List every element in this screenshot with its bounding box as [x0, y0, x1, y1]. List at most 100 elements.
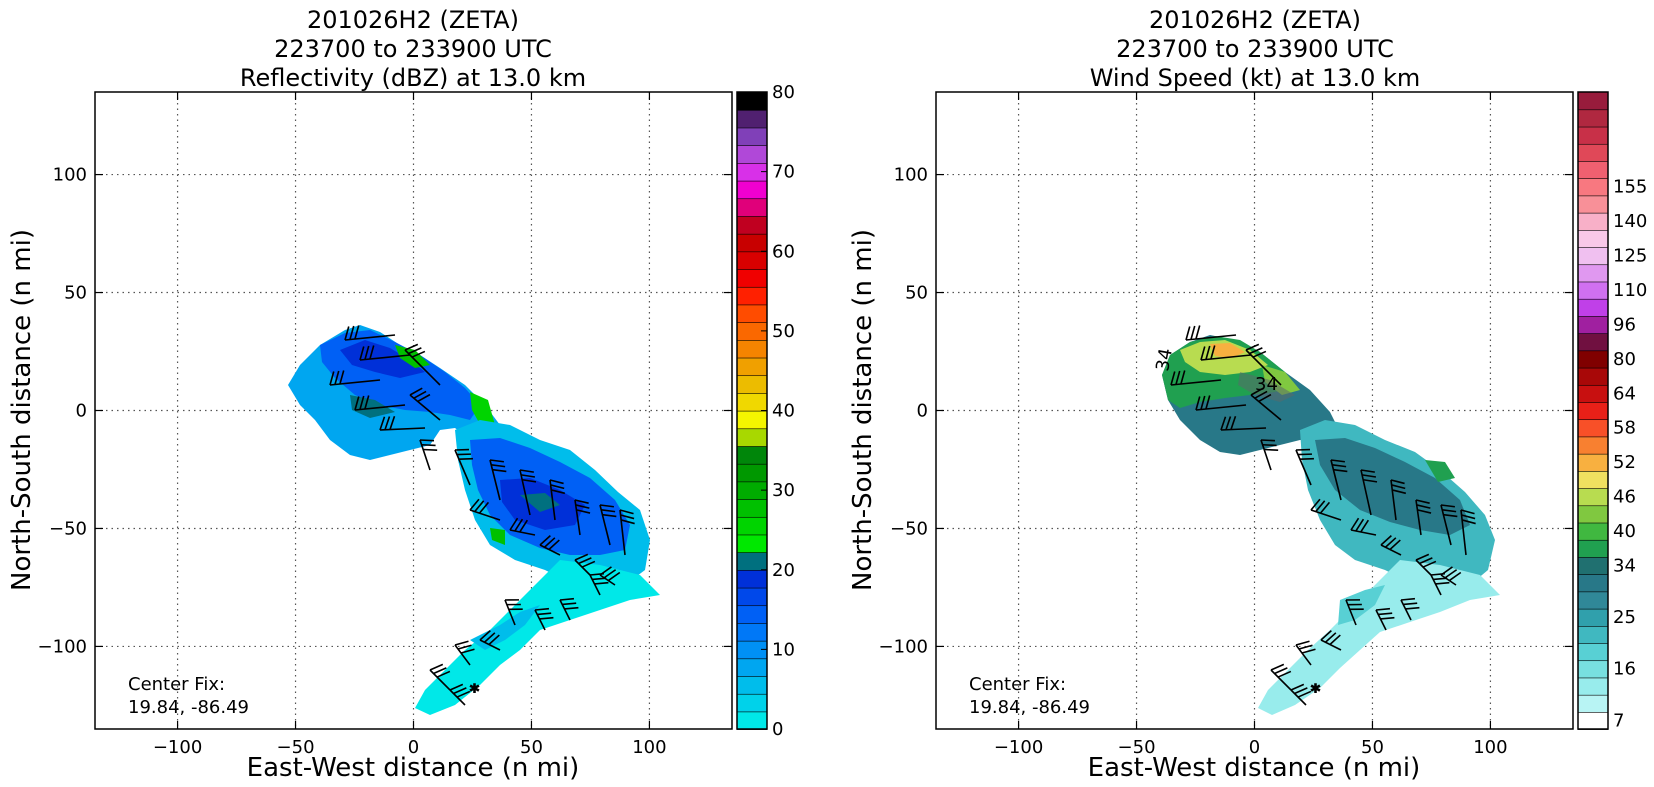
colorbar-bin — [1577, 487, 1609, 507]
colorbar-tick-label: 58 — [1613, 418, 1636, 439]
wind-barb-flag — [534, 607, 550, 611]
wind-barb-flag — [1225, 416, 1232, 431]
colorbar-bin — [736, 109, 768, 129]
wind-barb-flag — [520, 474, 536, 478]
wind-barb-flag — [1443, 513, 1458, 518]
x-tick-label: 0 — [1249, 737, 1260, 758]
reflectivity-field — [288, 325, 660, 715]
wind-barb-flag — [491, 464, 506, 468]
wind-barb-flag — [592, 577, 607, 581]
wind-barb-flag — [581, 560, 596, 568]
colorbar-bin — [736, 215, 768, 235]
wind-barb-flag — [1391, 484, 1406, 490]
colorbar-bin — [1577, 642, 1609, 662]
wind-barb-flag — [549, 479, 564, 485]
wind-barb-staff — [1330, 459, 1342, 501]
wind-barb-staff — [509, 529, 536, 536]
wind-barb-staff — [1170, 379, 1222, 386]
y-tick-label: 100 — [53, 165, 87, 186]
wind-barb-staff — [534, 609, 546, 631]
wind-barb-flag — [1260, 439, 1276, 442]
chart-title-line-1: 201026H2 (ZETA) — [307, 6, 519, 34]
reflectivity-panel: 201026H2 (ZETA) 223700 to 233900 UTC Ref… — [7, 6, 795, 783]
colorbar-bin — [1577, 453, 1609, 472]
wind-region — [1210, 343, 1245, 358]
wind-barb-staff — [1460, 509, 1467, 556]
colorbar-tick-label: 10 — [772, 639, 795, 660]
wind-barb-flag — [562, 602, 577, 606]
wind-barb-flag — [551, 489, 566, 495]
wind-barb-flag — [436, 670, 451, 678]
wind-barb-staff — [549, 479, 556, 521]
wind-barb-flag — [456, 690, 471, 698]
colorbar-bin — [1577, 573, 1609, 593]
colorbar-tick-label: 125 — [1613, 246, 1647, 267]
wind-barb-staff — [1380, 544, 1402, 556]
wind-barb-flag — [488, 634, 500, 646]
storm-center-marker: * — [470, 681, 479, 702]
colorbar-bin — [1577, 177, 1609, 197]
wind-barb-staff — [454, 644, 471, 666]
colorbar-bin — [1577, 625, 1609, 644]
colorbar-bin — [736, 233, 768, 253]
colorbar-bin — [1577, 143, 1609, 162]
wind-barb-staff — [1270, 669, 1292, 691]
wind-barb-flag — [339, 370, 345, 385]
wind-barb-flag — [594, 581, 609, 585]
colorbar-bin — [736, 427, 768, 447]
wind-barb-flag — [1270, 663, 1285, 671]
wind-region — [1258, 560, 1500, 715]
colorbar-bin — [1577, 659, 1609, 679]
colorbar-bin — [736, 268, 768, 288]
y-tick-label: 0 — [917, 401, 928, 422]
wind-barb-flag — [574, 499, 589, 504]
center-fix-label: Center Fix: — [969, 674, 1066, 695]
wind-barb-flag — [519, 519, 529, 533]
wind-barb-flag — [453, 687, 467, 695]
wind-barb-flag — [364, 395, 370, 410]
wind-barb-flag — [1400, 597, 1416, 601]
colorbar-tick-label: 40 — [772, 401, 795, 422]
wind-barb-staff — [599, 504, 611, 546]
chart-title-line-3: Wind Speed (kt) at 13.0 km — [1090, 64, 1421, 92]
wind-barb-flag — [449, 683, 464, 691]
wind-barb-flag — [1329, 634, 1341, 646]
colorbar-tick-label: 16 — [1613, 659, 1636, 680]
colorbar-bin — [1577, 367, 1609, 386]
wind-barb-flag — [509, 517, 519, 531]
colorbar-bin — [1577, 694, 1609, 713]
wind-barb-flag — [483, 632, 496, 643]
colorbar-tick-label: 80 — [1613, 349, 1636, 370]
chart-title-line-2: 223700 to 233900 UTC — [1116, 35, 1394, 63]
wind-barb-flag — [1333, 468, 1348, 473]
wind-barb-flag — [539, 616, 554, 620]
wind-barb-flag — [469, 498, 480, 511]
wind-barb-flag — [1350, 517, 1360, 531]
wind-barb-flag — [620, 514, 635, 520]
colorbar-tick-label: 40 — [1613, 521, 1636, 542]
x-tick-label: −100 — [994, 737, 1043, 758]
colorbar-bin — [736, 445, 768, 465]
contour-label: 34 — [1152, 347, 1177, 373]
wind-barb-staff — [1345, 599, 1357, 626]
colorbar-bin — [1577, 281, 1609, 300]
colorbar-tick-label: 30 — [772, 480, 795, 501]
wind-barb-flag — [413, 390, 427, 399]
colorbar-tick-label: 70 — [772, 162, 795, 183]
wind-barb-flag — [349, 325, 355, 340]
x-tick-label: 100 — [632, 737, 666, 758]
wind-barb-staff — [619, 509, 626, 556]
colorbar-frame — [1577, 91, 1609, 730]
wind-barb-flag — [1298, 644, 1313, 650]
wind-barb-flag — [1392, 489, 1407, 495]
wind-barb-flag — [514, 518, 524, 532]
x-tick-label: 0 — [408, 737, 419, 758]
colorbar-bin — [736, 604, 768, 624]
wind-barb-flag — [1230, 416, 1237, 430]
wind-barb-flag — [389, 416, 396, 430]
wind-barb-flag — [454, 640, 469, 646]
y-axis-label: North-South distance (n mi) — [848, 229, 878, 591]
wind-barb-flag — [1416, 504, 1431, 509]
wind-barb-flag — [1444, 569, 1458, 579]
wind-barb-flag — [408, 347, 422, 355]
